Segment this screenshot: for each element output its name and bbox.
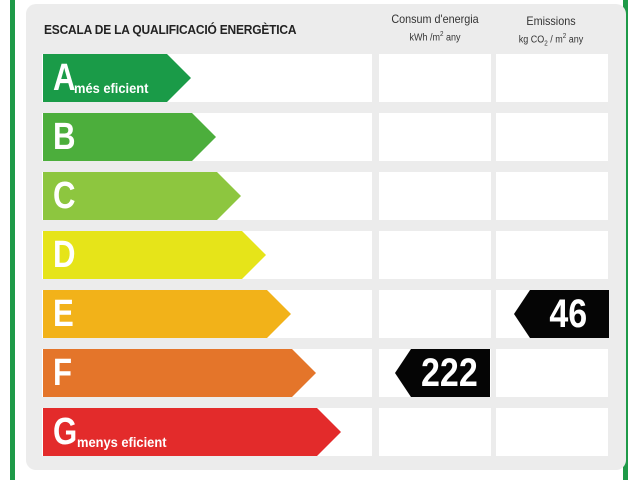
rating-letter: G xyxy=(53,411,78,453)
rating-row-b: B xyxy=(0,113,640,161)
rating-row-f: F xyxy=(0,349,640,397)
rating-arrow-b: B xyxy=(43,113,216,161)
rating-row-d: D xyxy=(0,231,640,279)
rating-arrow-c: C xyxy=(43,172,241,220)
rating-subtitle: més eficient xyxy=(74,80,149,96)
emissions-indicator-value: 46 xyxy=(549,291,588,336)
consum-column-header: Consum d'energia kWh /m2 any xyxy=(384,12,487,43)
rating-subtitle: menys eficient xyxy=(76,434,167,450)
emissions-indicator-badge: 46 xyxy=(514,290,609,338)
rating-arrow-f: F xyxy=(43,349,316,397)
consum-indicator-value: 222 xyxy=(421,350,478,395)
rating-letter: F xyxy=(53,352,73,394)
emissions-column-header: Emissions kg CO2 / m2 any xyxy=(500,14,603,47)
emissions-cell xyxy=(496,408,608,456)
rating-letter: E xyxy=(53,293,74,335)
rating-row-c: C xyxy=(0,172,640,220)
consum-label: Consum d'energia xyxy=(391,12,479,26)
emissions-cell xyxy=(496,113,608,161)
rating-letter: B xyxy=(53,116,76,158)
rating-arrow-d: D xyxy=(43,231,266,279)
consum-cell xyxy=(379,290,491,338)
consum-cell xyxy=(379,113,491,161)
rating-letter: D xyxy=(53,234,76,276)
emissions-label: Emissions xyxy=(526,14,576,28)
rating-letter: C xyxy=(53,175,76,217)
rating-letter: A xyxy=(53,57,76,99)
consum-unit: kWh /m2 any xyxy=(409,31,461,44)
consum-cell xyxy=(379,231,491,279)
consum-cell xyxy=(379,408,491,456)
rating-arrow-e: E xyxy=(43,290,291,338)
emissions-cell xyxy=(496,172,608,220)
scale-title: ESCALA DE LA QUALIFICACIÓ ENERGÈTICA xyxy=(44,22,297,37)
emissions-cell xyxy=(496,54,608,102)
consum-indicator-badge: 222 xyxy=(395,349,490,397)
emissions-cell xyxy=(496,349,608,397)
emissions-cell xyxy=(496,231,608,279)
emissions-unit: kg CO2 / m2 any xyxy=(518,33,584,48)
consum-cell xyxy=(379,172,491,220)
consum-cell xyxy=(379,54,491,102)
